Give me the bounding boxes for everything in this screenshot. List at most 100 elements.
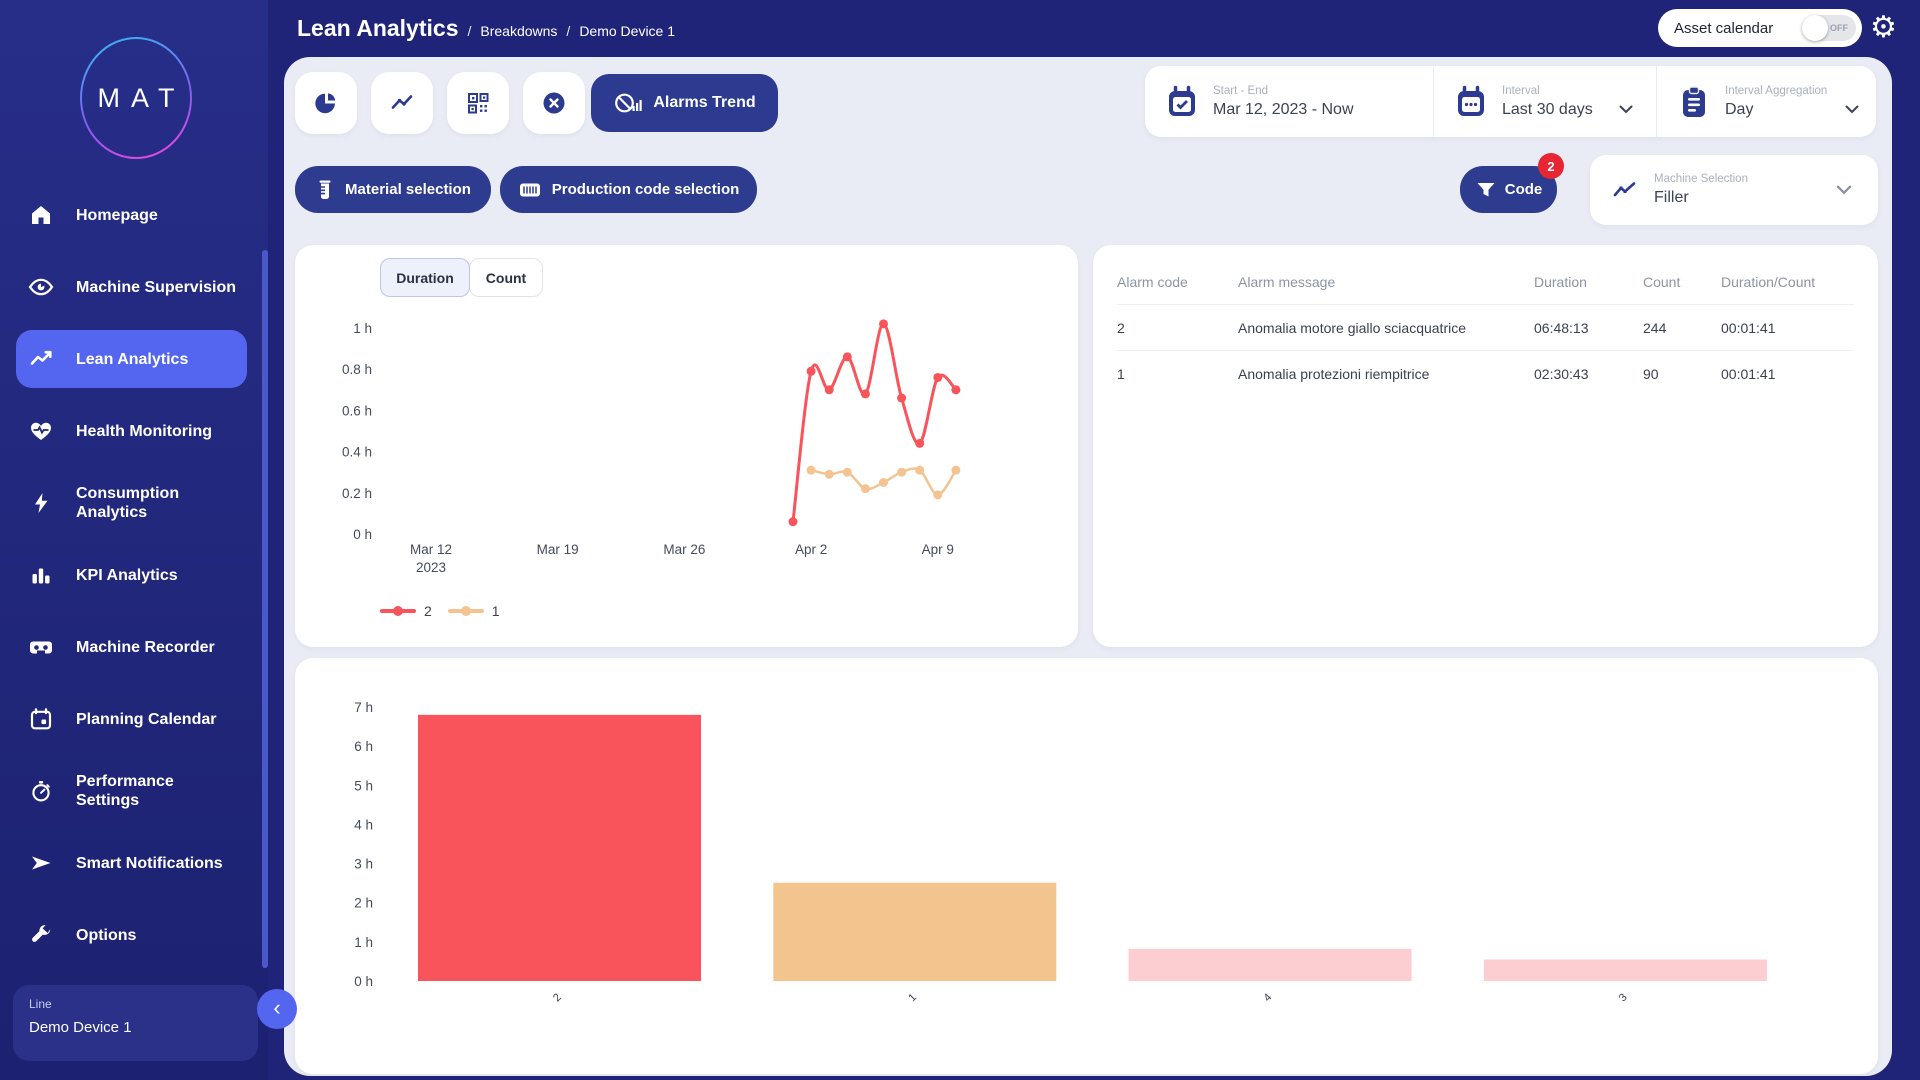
date-range-filter[interactable]: Start - End Mar 12, 2023 - Now bbox=[1145, 66, 1433, 137]
svg-text:1: 1 bbox=[906, 991, 919, 1004]
sidebar-item-planning-calendar[interactable]: Planning Calendar bbox=[0, 683, 268, 755]
barcode-icon bbox=[519, 183, 540, 196]
svg-text:0.8 h: 0.8 h bbox=[342, 362, 372, 377]
qr-code-view-button[interactable] bbox=[447, 72, 509, 134]
production-code-selection-label: Production code selection bbox=[551, 181, 740, 198]
cell-alarm-code: 2 bbox=[1117, 319, 1125, 336]
sidebar-item-performance-settings[interactable]: Performance Settings bbox=[0, 755, 268, 827]
sidebar-collapse-button[interactable]: ‹ bbox=[257, 989, 297, 1029]
legend-marker bbox=[447, 606, 484, 616]
breadcrumb-item[interactable]: Breakdowns bbox=[480, 23, 558, 39]
table-row[interactable]: 2 Anomalia motore giallo sciacquatrice 0… bbox=[1117, 305, 1854, 351]
sidebar-scrollbar[interactable] bbox=[262, 250, 268, 968]
material-selection-label: Material selection bbox=[345, 181, 471, 198]
bar-chart-icon bbox=[28, 563, 54, 587]
svg-text:0.6 h: 0.6 h bbox=[342, 403, 372, 418]
sidebar-nav: Homepage Machine Supervision Lean Analyt… bbox=[0, 179, 268, 971]
svg-text:2023: 2023 bbox=[416, 560, 446, 575]
trend-icon bbox=[28, 347, 54, 371]
interval-aggregation-filter[interactable]: Interval Aggregation Day bbox=[1656, 66, 1876, 137]
machine-selection-value: Filler bbox=[1654, 189, 1689, 206]
svg-text:Mar 12: Mar 12 bbox=[410, 542, 452, 557]
tab-count[interactable]: Count bbox=[469, 258, 543, 297]
material-selection-button[interactable]: Material selection bbox=[295, 166, 491, 213]
alarms-trend-icon bbox=[615, 93, 643, 113]
breadcrumb: Lean Analytics / Breakdowns / Demo Devic… bbox=[297, 15, 675, 42]
svg-text:1 h: 1 h bbox=[354, 935, 373, 950]
sidebar-item-label: Consumption Analytics bbox=[76, 485, 180, 521]
svg-text:0.2 h: 0.2 h bbox=[342, 486, 372, 501]
col-header-duration-count: Duration/Count bbox=[1721, 273, 1816, 290]
sidebar-item-options[interactable]: Options bbox=[0, 899, 268, 971]
chevron-down-icon bbox=[1619, 105, 1633, 114]
sidebar-item-lean-analytics[interactable]: Lean Analytics bbox=[0, 323, 268, 395]
heart-pulse-icon bbox=[28, 419, 54, 443]
alarms-trend-line-chart: 1 h 0.8 h 0.6 h 0.4 h 0.2 h 0 h Mar 12 2023 Mar … bbox=[342, 319, 961, 575]
funnel-icon bbox=[1477, 182, 1495, 196]
interval-value: Last 30 days bbox=[1502, 100, 1593, 118]
wrench-icon bbox=[28, 923, 54, 947]
device-selector-card[interactable]: Line Demo Device 1 bbox=[13, 985, 258, 1061]
sidebar-item-health-monitoring[interactable]: Health Monitoring bbox=[0, 395, 268, 467]
sidebar: MAT Homepage Machine Supervision Lean An… bbox=[0, 0, 268, 1080]
sidebar-item-label: Homepage bbox=[76, 206, 158, 224]
date-range-value: Mar 12, 2023 - Now bbox=[1213, 100, 1354, 118]
device-selector-value: Demo Device 1 bbox=[29, 1019, 132, 1036]
asset-calendar-label: Asset calendar bbox=[1674, 19, 1774, 37]
production-code-selection-button[interactable]: Production code selection bbox=[500, 166, 757, 213]
asset-calendar-switch[interactable]: OFF bbox=[1802, 15, 1856, 41]
sidebar-item-smart-notifications[interactable]: Smart Notifications bbox=[0, 827, 268, 899]
svg-text:6 h: 6 h bbox=[354, 739, 373, 754]
alarms-trend-card: 1 h 0.8 h 0.6 h 0.4 h 0.2 h 0 h Mar 12 2023 Mar … bbox=[295, 245, 1078, 647]
calendar-check-icon bbox=[1169, 85, 1195, 116]
page-title: Lean Analytics bbox=[297, 15, 459, 41]
device-selector-label: Line bbox=[29, 997, 52, 1011]
machine-selection-dropdown[interactable]: Machine Selection Filler bbox=[1590, 155, 1878, 225]
cell-alarm-message: Anomalia protezioni riempitrice bbox=[1238, 366, 1430, 382]
chevron-left-icon: ‹ bbox=[273, 994, 281, 1020]
col-header-duration: Duration bbox=[1534, 273, 1587, 290]
interval-label: Interval bbox=[1502, 84, 1540, 97]
filters-card: Start - End Mar 12, 2023 - Now Interval … bbox=[1145, 66, 1876, 137]
cell-duration: 02:30:43 bbox=[1534, 366, 1589, 382]
sidebar-item-machine-recorder[interactable]: Machine Recorder bbox=[0, 611, 268, 683]
asset-calendar-toggle-pill[interactable]: Asset calendar OFF bbox=[1658, 9, 1862, 47]
eye-icon bbox=[28, 275, 54, 299]
close-view-button[interactable] bbox=[523, 72, 585, 134]
legend-item-series-2[interactable]: 2 bbox=[380, 603, 432, 619]
col-header-alarm-message: Alarm message bbox=[1238, 273, 1336, 290]
svg-text:Apr 2: Apr 2 bbox=[795, 542, 827, 557]
cell-duration: 06:48:13 bbox=[1534, 319, 1589, 336]
pie-chart-view-button[interactable] bbox=[295, 72, 357, 134]
sidebar-item-label: Options bbox=[76, 926, 137, 944]
qr-code-icon bbox=[468, 93, 489, 114]
breadcrumb-item[interactable]: Demo Device 1 bbox=[579, 23, 676, 39]
sidebar-item-machine-supervision[interactable]: Machine Supervision bbox=[0, 251, 268, 323]
legend-item-series-1[interactable]: 1 bbox=[447, 603, 500, 619]
interval-filter[interactable]: Interval Last 30 days bbox=[1433, 66, 1656, 137]
col-header-count: Count bbox=[1643, 273, 1681, 290]
line-trend-view-button[interactable] bbox=[371, 72, 433, 134]
cell-count: 244 bbox=[1643, 319, 1667, 336]
sidebar-item-label: Planning Calendar bbox=[76, 710, 217, 728]
alarm-duration-bar-chart-card: 0 h 1 h 2 h 3 h 4 h 5 h 6 h 7 h 2 1 4 3 bbox=[295, 658, 1878, 1074]
gear-icon[interactable]: ⚙ bbox=[1870, 11, 1897, 44]
sidebar-item-kpi-analytics[interactable]: KPI Analytics bbox=[0, 539, 268, 611]
calendar-icon bbox=[1458, 85, 1484, 116]
send-icon bbox=[28, 851, 54, 875]
sidebar-item-homepage[interactable]: Homepage bbox=[0, 179, 268, 251]
svg-text:3: 3 bbox=[1617, 991, 1630, 1004]
svg-text:0 h: 0 h bbox=[354, 974, 373, 989]
machine-trend-icon bbox=[1613, 182, 1636, 197]
alarms-trend-button[interactable]: Alarms Trend bbox=[591, 74, 778, 132]
sidebar-item-consumption-analytics[interactable]: Consumption Analytics bbox=[0, 467, 268, 539]
svg-text:Mar 19: Mar 19 bbox=[537, 542, 579, 557]
chart-legend: 2 1 bbox=[380, 603, 500, 619]
logo-text: MAT bbox=[97, 82, 186, 113]
tab-duration[interactable]: Duration bbox=[380, 258, 470, 297]
header-bar: Lean Analytics / Breakdowns / Demo Devic… bbox=[284, 0, 1920, 57]
table-row[interactable]: 1 Anomalia protezioni riempitrice 02:30:… bbox=[1117, 351, 1854, 397]
svg-text:Apr 9: Apr 9 bbox=[922, 542, 954, 557]
svg-text:1 h: 1 h bbox=[353, 321, 372, 336]
machine-selection-label: Machine Selection bbox=[1654, 173, 1748, 185]
